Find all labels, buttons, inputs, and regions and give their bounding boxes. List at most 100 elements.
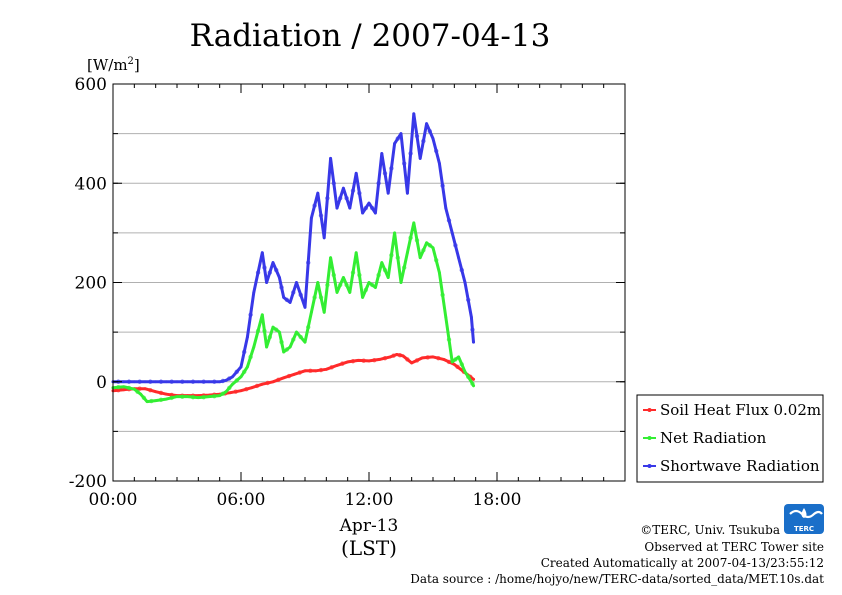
data-point [278,276,281,279]
data-point [132,387,136,391]
data-point [310,216,313,220]
terc-logo: TERC [784,504,824,534]
data-point [218,380,222,384]
data-point [401,354,405,358]
data-point [335,291,339,294]
data-point [239,375,243,379]
data-point [354,171,358,175]
legend-marker [647,408,652,412]
data-point [450,360,454,364]
data-point [348,206,352,210]
data-point [412,221,416,225]
y-tick-label: 200 [75,274,107,294]
data-point [154,380,158,384]
legend-marker [647,436,652,440]
data-point [470,380,473,384]
created-credit: Created Automatically at 2007-04-13/23:5… [541,556,824,570]
x-tick-label: 06:00 [217,490,266,510]
data-point [186,380,190,384]
data-point [329,157,332,160]
water-drop-icon [801,508,807,518]
data-point [410,361,414,365]
data-point [374,286,377,289]
data-point [393,231,396,235]
data-point [378,358,382,361]
grid-lines [113,133,625,432]
y-tick-label: 400 [75,174,107,194]
data-point [288,300,292,304]
data-point [246,365,249,369]
data-point [310,310,313,314]
data-point [175,380,179,384]
data-point [431,137,435,140]
legend-box [636,394,824,483]
data-point [122,380,126,384]
data-point [295,281,298,284]
data-point [278,330,281,334]
data-point [265,345,268,349]
data-point [431,355,435,359]
data-point [457,355,460,359]
data-point [175,395,179,399]
y-tick-label: -200 [69,472,107,492]
data-point [425,241,428,245]
data-point [335,363,339,367]
data-point [164,380,168,384]
data-point [303,369,307,373]
series-line [111,221,475,404]
data-point [265,281,268,284]
data-point [450,231,454,235]
data-point [239,365,243,369]
data-point [231,375,234,379]
data-point [303,340,307,344]
data-point [444,206,448,210]
data-point [346,360,350,364]
data-point [239,389,243,393]
data-point [457,256,460,260]
y-axis-unit-sup: 2 [128,56,134,67]
data-point [438,271,441,274]
data-point [367,201,371,205]
data-point [154,390,158,394]
data-point [406,191,409,195]
data-point [316,191,320,195]
data-point [354,251,358,255]
y-axis-unit: [W/m2] [87,56,140,74]
data-point [252,291,256,294]
data-point [252,345,256,349]
data-point [282,376,286,380]
data-point [218,394,222,398]
data-point [335,206,339,210]
observed-credit: Observed at TERC Tower site [644,540,824,554]
legend-marker [647,464,652,468]
data-point [342,276,345,279]
data-point [444,315,448,319]
source-credit: Data source : /home/hojyo/new/TERC-data/… [410,572,824,586]
data-point [143,380,147,384]
data-point [303,305,307,309]
data-point [260,313,264,317]
data-point [342,186,345,190]
copyright-credit: ©TERC, Univ. Tsukuba [640,523,780,537]
data-point [186,395,190,399]
data-point [472,377,475,381]
data-point [452,362,456,366]
data-point [367,359,371,363]
data-point [246,335,249,339]
data-point [395,353,399,356]
data-point [399,132,403,136]
data-point [399,281,403,284]
data-point [356,359,360,362]
data-point [196,396,200,400]
data-point [431,246,435,250]
data-point [348,291,352,294]
data-point [361,295,364,299]
data-point [231,382,234,386]
data-point [380,152,384,155]
data-point [380,261,384,265]
data-point [271,380,275,384]
series-2 [111,112,475,384]
data-point [322,310,326,314]
data-point [122,385,126,389]
series-layer [111,112,475,404]
